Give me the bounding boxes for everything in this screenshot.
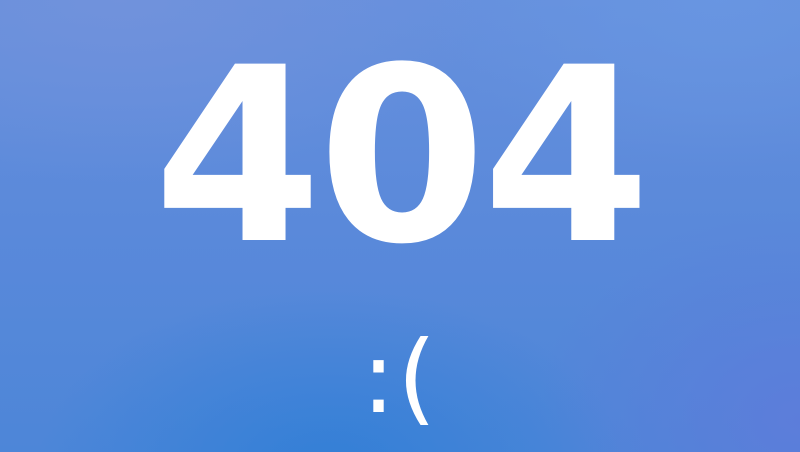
error-code: 404 [153,16,650,298]
sad-face-emoticon: :( [361,319,439,436]
